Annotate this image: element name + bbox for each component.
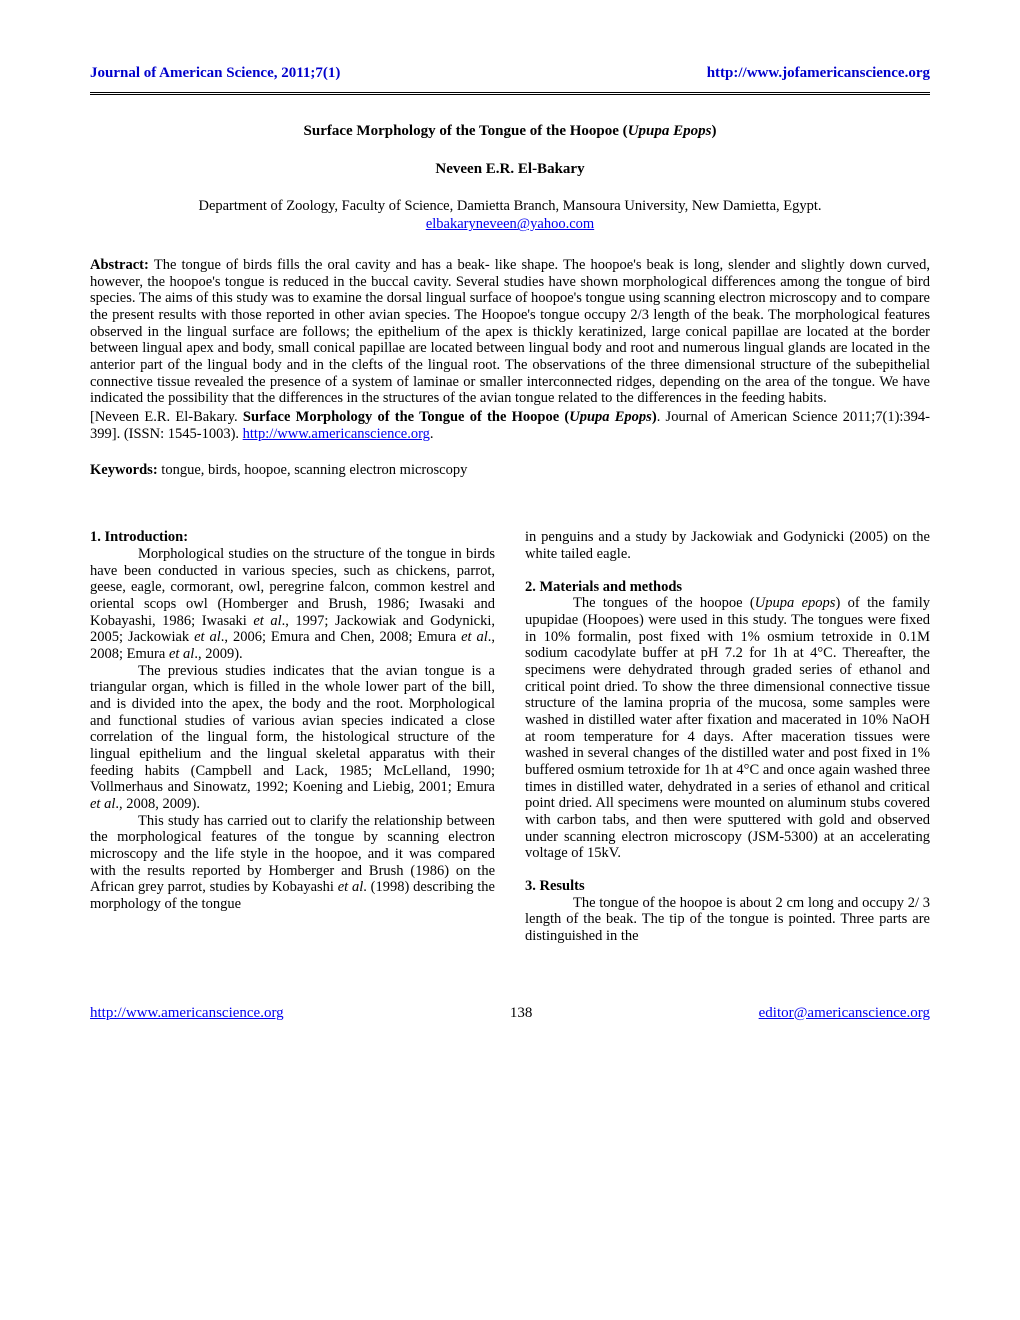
section-materials-head: 2. Materials and methods bbox=[525, 579, 930, 596]
text-run: The tongues of the hoopoe ( bbox=[573, 595, 755, 611]
abstract-body: The tongue of birds fills the oral cavit… bbox=[90, 257, 930, 406]
page-footer: http://www.americanscience.org 138 edito… bbox=[90, 1005, 930, 1022]
journal-name: Journal of American Science, 2011;7(1) bbox=[90, 65, 340, 82]
intro-para-1: Morphological studies on the structure o… bbox=[90, 546, 495, 663]
abstract: Abstract: The tongue of birds fills the … bbox=[90, 257, 930, 407]
keywords-body: tongue, birds, hoopoe, scanning electron… bbox=[161, 462, 467, 478]
header-rule bbox=[90, 92, 930, 95]
materials-para: The tongues of the hoopoe (Upupa epops) … bbox=[525, 595, 930, 862]
title-species: Upupa Epops bbox=[628, 123, 712, 139]
column-right: in penguins and a study by Jackowiak and… bbox=[525, 529, 930, 944]
text-run-italic: et al bbox=[338, 879, 364, 895]
citation-author: [Neveen E.R. El-Bakary. bbox=[90, 409, 243, 425]
footer-left-link[interactable]: http://www.americanscience.org bbox=[90, 1005, 284, 1022]
footer-right-link[interactable]: editor@americanscience.org bbox=[759, 1005, 930, 1022]
results-para: The tongue of the hoopoe is about 2 cm l… bbox=[525, 895, 930, 945]
page-header: Journal of American Science, 2011;7(1) h… bbox=[90, 65, 930, 82]
text-run: ., 2006; Emura and Chen, 2008; Emura bbox=[221, 629, 461, 645]
text-run: ., 2009). bbox=[194, 646, 242, 662]
author-email-link[interactable]: elbakaryneveen@yahoo.com bbox=[426, 216, 594, 232]
citation-link[interactable]: http://www.americanscience.org bbox=[243, 426, 430, 442]
section-introduction-head: 1. Introduction: bbox=[90, 529, 495, 546]
text-run-italic: Upupa epops bbox=[755, 595, 836, 611]
citation-species: Upupa Epops bbox=[569, 409, 652, 425]
text-run-italic: et al bbox=[169, 646, 194, 662]
title-prefix: Surface Morphology of the Tongue of the … bbox=[304, 123, 628, 139]
affiliation: Department of Zoology, Faculty of Scienc… bbox=[90, 198, 930, 215]
intro-continuation: in penguins and a study by Jackowiak and… bbox=[525, 529, 930, 562]
citation-end: . bbox=[430, 426, 434, 442]
title-suffix: ) bbox=[711, 123, 716, 139]
citation-title-prefix: Surface Morphology of the Tongue of the … bbox=[243, 409, 569, 425]
intro-para-2: The previous studies indicates that the … bbox=[90, 663, 495, 813]
citation: [Neveen E.R. El-Bakary. Surface Morpholo… bbox=[90, 409, 930, 442]
page-number: 138 bbox=[510, 1005, 533, 1022]
abstract-label: Abstract: bbox=[90, 257, 154, 273]
text-run-italic: et al bbox=[461, 629, 488, 645]
keywords-label: Keywords: bbox=[90, 462, 161, 478]
text-run: The previous studies indicates that the … bbox=[90, 663, 495, 796]
spacer bbox=[525, 862, 930, 878]
text-run-italic: et al bbox=[90, 796, 115, 812]
spacer bbox=[525, 563, 930, 579]
text-run: ., 2008, 2009). bbox=[115, 796, 200, 812]
intro-para-3: This study has carried out to clarify th… bbox=[90, 813, 495, 913]
text-run-italic: et al bbox=[253, 613, 281, 629]
text-run: ) of the family upupidae (Hoopoes) were … bbox=[525, 595, 930, 861]
keywords: Keywords: tongue, birds, hoopoe, scannin… bbox=[90, 462, 930, 479]
text-run-italic: et al bbox=[194, 629, 221, 645]
section-results-head: 3. Results bbox=[525, 878, 930, 895]
column-left: 1. Introduction: Morphological studies o… bbox=[90, 529, 495, 944]
body-columns: 1. Introduction: Morphological studies o… bbox=[90, 529, 930, 944]
author-name: Neveen E.R. El-Bakary bbox=[90, 161, 930, 178]
journal-site: http://www.jofamericanscience.org bbox=[707, 65, 930, 82]
email-line: elbakaryneveen@yahoo.com bbox=[90, 216, 930, 233]
paper-title: Surface Morphology of the Tongue of the … bbox=[90, 123, 930, 140]
